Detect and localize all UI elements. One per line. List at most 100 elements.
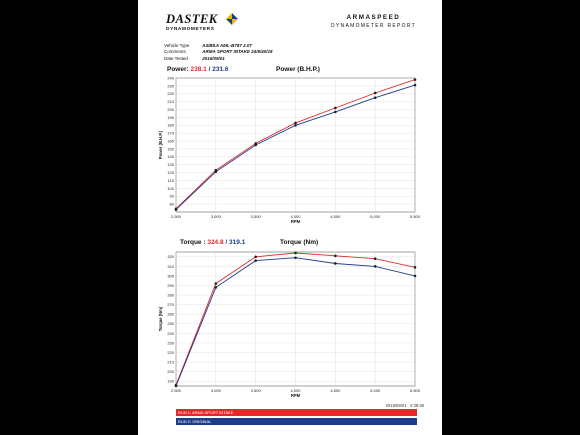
dyno-report-sheet: DASTEK DYNAMOMETERS ARMASPEED DYNAMOMETE… xyxy=(138,0,442,435)
y-tick-label: 290 xyxy=(167,283,174,288)
x-tick-label: 3,500 xyxy=(251,388,262,393)
data-point-run2 xyxy=(174,384,178,388)
info-row: Vehicle Type A4/B8.5 AML-B787 2.0T xyxy=(164,43,272,49)
data-point-run1 xyxy=(294,251,297,255)
data-point-run2 xyxy=(254,259,257,262)
data-point-run2 xyxy=(373,265,377,268)
data-point-run1 xyxy=(413,78,417,81)
y-tick-label: 220 xyxy=(167,350,174,355)
y-tick-label: 80 xyxy=(170,202,175,207)
y-axis-label: Torque (Nm) xyxy=(158,306,163,331)
info-label: Date Tested xyxy=(164,55,188,61)
y-tick-label: 150 xyxy=(167,146,174,151)
x-tick-label: 3,500 xyxy=(251,214,262,219)
legend-run2: RUN 2: ORIGINAL xyxy=(176,418,417,425)
data-point-run2 xyxy=(294,123,297,127)
data-point-run2 xyxy=(174,208,178,211)
y-tick-label: 200 xyxy=(167,107,174,112)
x-axis-label: RPM xyxy=(291,393,301,398)
logo-subtitle: DYNAMOMETERS xyxy=(166,27,215,32)
data-point-run2 xyxy=(413,274,417,278)
legend-run1-label: RUN 1: ARMA SPORT INTAKE xyxy=(178,410,234,415)
data-point-run1 xyxy=(254,255,257,259)
data-point-run1 xyxy=(334,106,337,110)
x-tick-label: 2,500 xyxy=(171,388,182,393)
y-tick-label: 220 xyxy=(167,91,174,96)
x-tick-label: 5,500 xyxy=(410,214,421,219)
report-timestamp: 2015/09/01 4:38:48 xyxy=(385,403,424,408)
y-tick-label: 210 xyxy=(167,99,174,104)
x-tick-label: 4,000 xyxy=(290,214,301,219)
logo-mark-icon xyxy=(226,13,238,25)
torque-chart-title: Torque (Nm) xyxy=(280,239,319,246)
y-tick-label: 250 xyxy=(167,321,174,326)
data-point-run2 xyxy=(254,143,257,147)
y-tick-label: 230 xyxy=(167,340,174,345)
data-point-run1 xyxy=(373,257,377,260)
x-tick-label: 2,500 xyxy=(171,214,182,219)
data-point-run2 xyxy=(294,256,297,260)
y-tick-label: 190 xyxy=(167,379,174,384)
y-tick-label: 320 xyxy=(167,254,174,259)
x-tick-label: 4,500 xyxy=(330,214,341,219)
torque-peak-separator: / xyxy=(225,239,228,246)
x-tick-label: 5,500 xyxy=(410,388,421,393)
data-point-run2 xyxy=(214,170,218,174)
info-row: Comments ARMA SPORT INTAKE 24/6/40/18 xyxy=(164,49,272,55)
legend-run2-label: RUN 2: ORIGINAL xyxy=(178,419,212,424)
data-point-run1 xyxy=(294,121,297,125)
x-tick-label: 5,000 xyxy=(370,388,381,393)
y-axis-label: Power (B.H.P.) xyxy=(158,130,163,159)
y-tick-label: 280 xyxy=(167,292,174,297)
x-tick-label: 4,500 xyxy=(330,388,341,393)
power-peak-run2: 231.6 xyxy=(212,66,229,73)
y-tick-label: 160 xyxy=(167,138,174,143)
data-point-run2 xyxy=(334,262,337,265)
y-tick-label: 110 xyxy=(168,178,175,183)
data-point-run2 xyxy=(373,96,377,100)
y-tick-label: 190 xyxy=(167,115,174,120)
y-tick-label: 90 xyxy=(170,194,175,199)
torque-peak-run2: 319.1 xyxy=(229,239,246,246)
vehicle-info: Vehicle Type A4/B8.5 AML-B787 2.0T Comme… xyxy=(164,43,272,62)
info-row: Date Tested 2015/09/01 xyxy=(164,56,272,62)
y-tick-label: 240 xyxy=(167,75,174,80)
x-tick-label: 3,000 xyxy=(211,388,222,393)
data-point-run2 xyxy=(334,110,337,114)
dastek-logo: DASTEK DYNAMOMETERS xyxy=(166,12,238,38)
y-tick-label: 230 xyxy=(167,83,174,88)
power-peak-header: Power: 238.1 / 231.6 xyxy=(167,66,228,73)
x-tick-label: 4,000 xyxy=(290,388,301,393)
power-peak-run1: 238.1 xyxy=(190,66,207,73)
y-tick-label: 100 xyxy=(167,186,174,191)
power-peak-label: Power: xyxy=(167,66,189,73)
y-tick-label: 240 xyxy=(167,331,174,336)
y-tick-label: 210 xyxy=(167,359,174,364)
torque-peak-label: Torque : xyxy=(180,239,206,246)
x-tick-label: 3,000 xyxy=(211,214,222,219)
y-tick-label: 270 xyxy=(167,302,174,307)
data-point-run1 xyxy=(373,91,377,95)
report-title-main: ARMASPEED xyxy=(346,14,401,21)
info-label: Vehicle Type xyxy=(164,43,190,48)
torque-peak-header: Torque : 324.8 / 319.1 xyxy=(180,239,245,246)
report-title-sub: DYNAMOMETER REPORT xyxy=(331,23,416,29)
data-point-run1 xyxy=(214,282,218,285)
report-title: ARMASPEED DYNAMOMETER REPORT xyxy=(331,14,416,29)
y-tick-label: 310 xyxy=(167,264,174,269)
y-tick-label: 120 xyxy=(167,170,174,175)
logo-name: DASTEK xyxy=(166,12,218,26)
data-point-run2 xyxy=(214,286,218,289)
torque-chart: 190 200 210 220 230 240 250 260 270 280 290 300 310 3… xyxy=(158,251,421,398)
data-point-run2 xyxy=(413,83,417,87)
data-point-run1 xyxy=(413,266,417,269)
x-tick-label: 5,000 xyxy=(370,214,381,219)
y-tick-label: 180 xyxy=(167,123,174,128)
torque-peak-run1: 324.8 xyxy=(207,239,224,246)
y-tick-label: 300 xyxy=(167,273,174,278)
y-tick-label: 170 xyxy=(167,131,174,136)
y-tick-label: 130 xyxy=(167,162,174,167)
power-chart-title: Power (B.H.P.) xyxy=(276,66,320,73)
x-axis-label: RPM xyxy=(291,219,301,224)
power-chart: 80 90 100 110 120 130 140 150 160 170 180 190 200 210… xyxy=(158,75,421,224)
